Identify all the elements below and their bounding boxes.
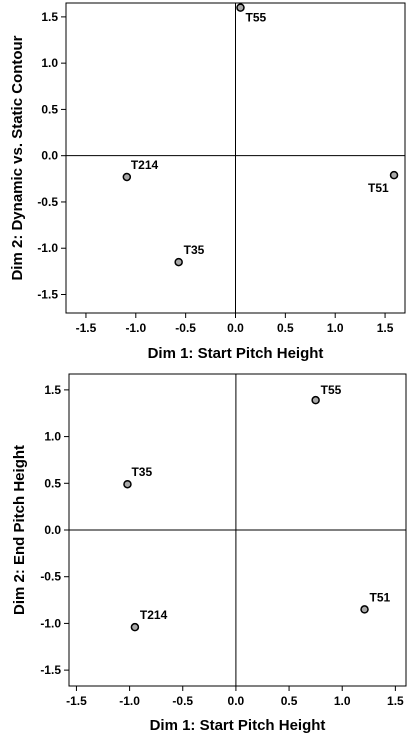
data-label-t35: T35 — [131, 465, 152, 479]
y-axis-ticks: 1.5 1.0 0.5 0.0 -0.5 -1.0 -1.5 — [37, 10, 66, 301]
y-tick-label: 0.0 — [44, 523, 61, 537]
x-axis-ticks: -1.5 -1.0 -0.5 0.0 0.5 1.0 1.5 — [76, 313, 394, 335]
y-tick-label: -1.0 — [37, 241, 58, 255]
x-tick-label: 0.0 — [227, 321, 244, 335]
data-point-t55 — [311, 395, 320, 405]
data-label-t214: T214 — [140, 608, 168, 622]
data-point-t214 — [130, 622, 140, 632]
data-points: T55 T214 T51 T35 — [122, 3, 399, 267]
x-axis-title: Dim 1: Start Pitch Height — [150, 717, 326, 734]
x-tick-label: -1.0 — [125, 321, 146, 335]
y-tick-label: -1.5 — [37, 287, 58, 301]
x-axis-ticks: -1.5 -1.0 -0.5 0.0 0.5 1.0 1.5 — [66, 686, 404, 708]
y-tick-label: 0.5 — [44, 476, 61, 490]
x-tick-label: 1.0 — [327, 321, 344, 335]
scatter-chart-dynamic-vs-static: -1.5 -1.0 -0.5 0.0 0.5 1.0 1.5 1.5 1.0 0.5 0.0 -0.… — [9, 2, 406, 362]
x-tick-label: -0.5 — [172, 694, 193, 708]
data-point-t51 — [389, 170, 399, 180]
data-label-t55: T55 — [245, 11, 266, 25]
y-tick-label: -0.5 — [40, 570, 61, 584]
y-tick-label: 1.5 — [41, 10, 58, 24]
y-tick-label: 0.0 — [41, 149, 58, 163]
y-tick-label: -0.5 — [37, 195, 58, 209]
x-tick-label: -1.5 — [66, 694, 87, 708]
x-axis-title: Dim 1: Start Pitch Height — [148, 345, 324, 362]
y-tick-label: 1.5 — [44, 383, 61, 397]
data-point-t51 — [360, 605, 369, 614]
data-label-t35: T35 — [184, 243, 205, 257]
x-tick-label: 1.0 — [334, 694, 351, 708]
x-tick-label: 1.5 — [387, 694, 404, 708]
y-axis-title: Dim 2: Dynamic vs. Static Contour — [9, 35, 26, 280]
data-point-t35 — [174, 257, 183, 267]
x-tick-label: 0.5 — [277, 321, 294, 335]
y-axis-ticks: 1.5 1.0 0.5 0.0 -0.5 -1.0 -1.5 — [40, 383, 69, 677]
x-tick-label: -1.5 — [76, 321, 97, 335]
data-label-t51: T51 — [370, 590, 391, 604]
x-tick-label: -1.0 — [119, 694, 140, 708]
y-tick-label: 1.0 — [41, 56, 58, 70]
y-tick-label: -1.5 — [40, 663, 61, 677]
data-point-t35 — [123, 479, 132, 489]
data-label-t51: T51 — [368, 181, 389, 195]
data-point-t214 — [122, 172, 132, 182]
y-tick-label: 0.5 — [41, 102, 58, 116]
x-tick-label: 0.0 — [228, 694, 245, 708]
data-point-t55 — [236, 3, 245, 12]
y-tick-label: -1.0 — [40, 616, 61, 630]
x-tick-label: 0.5 — [281, 694, 298, 708]
data-label-t214: T214 — [131, 158, 159, 172]
x-tick-label: -0.5 — [175, 321, 196, 335]
data-points: T55 T35 T51 T214 — [123, 383, 391, 632]
y-tick-label: 1.0 — [44, 430, 61, 444]
data-label-t55: T55 — [321, 383, 342, 397]
x-tick-label: 1.5 — [377, 321, 394, 335]
y-axis-title: Dim 2: End Pitch Height — [11, 445, 28, 615]
scatter-chart-end-pitch-height: -1.5 -1.0 -0.5 0.0 0.5 1.0 1.5 1.5 1.0 0.5 0.0 -0.… — [11, 373, 407, 734]
